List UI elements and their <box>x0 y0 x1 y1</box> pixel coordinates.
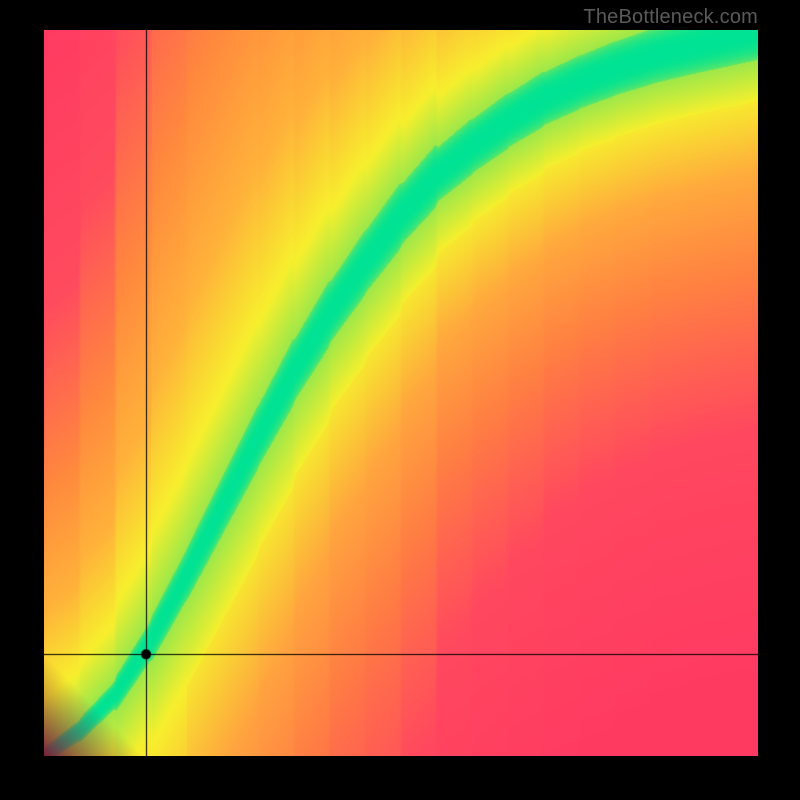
watermark-text: TheBottleneck.com <box>583 6 758 29</box>
plot-frame <box>44 30 758 756</box>
heatmap-canvas <box>44 30 758 756</box>
chart-container: TheBottleneck.com <box>0 0 800 800</box>
